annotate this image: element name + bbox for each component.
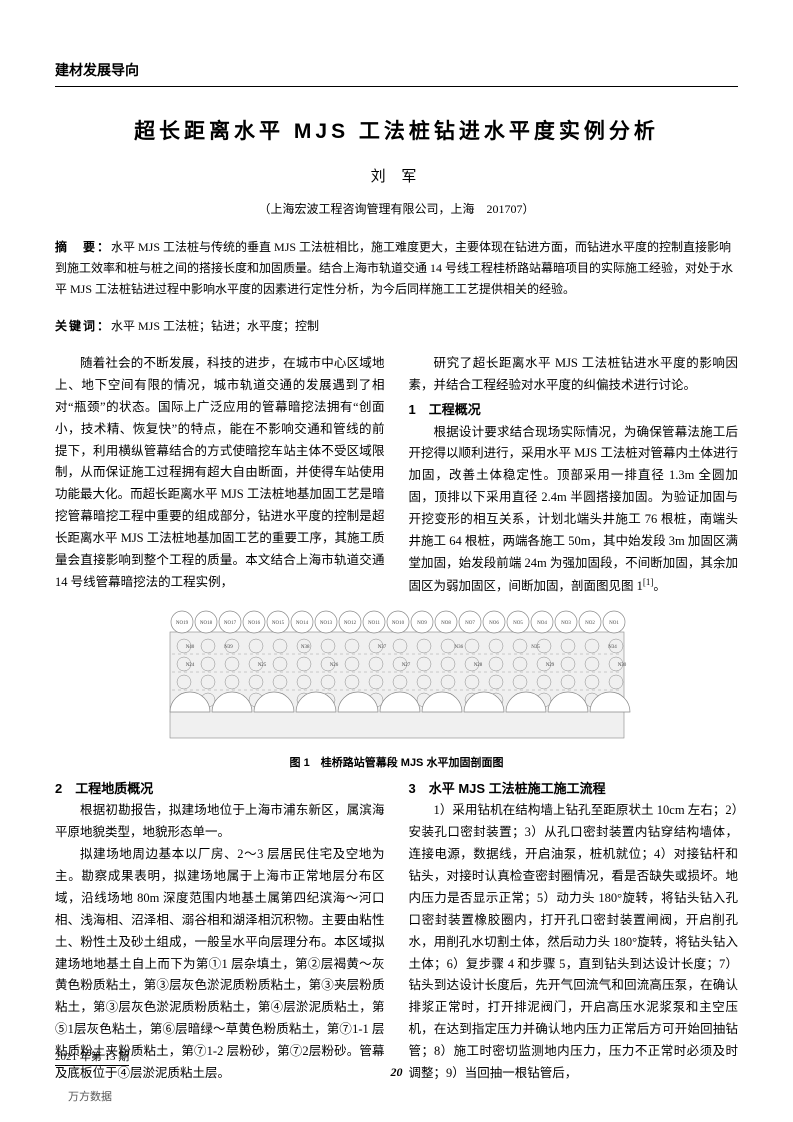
ref-sup: [1] xyxy=(643,577,654,587)
svg-text:NO7: NO7 xyxy=(465,621,475,626)
sec2-title: 2 工程地质概况 xyxy=(55,778,385,801)
svg-text:NO13: NO13 xyxy=(319,621,332,626)
col-right-bottom: 3 水平 MJS 工法桩施工施工流程 1）采用钻机在结构墙上钻孔至距原状土 10… xyxy=(409,776,739,1085)
svg-text:NO1: NO1 xyxy=(609,621,619,626)
svg-text:NO11: NO11 xyxy=(367,621,380,626)
col-left-top: 随着社会的不断发展，科技的进步，在城市中心区域地上、地下空间有限的情况，城市轨道… xyxy=(55,353,385,598)
svg-text:N29: N29 xyxy=(545,663,554,668)
svg-text:N36: N36 xyxy=(454,645,463,650)
svg-text:NO3: NO3 xyxy=(561,621,571,626)
abstract-label: 摘 要： xyxy=(55,240,111,254)
svg-text:NO9: NO9 xyxy=(417,621,427,626)
keywords-text: 水平 MJS 工法桩；钻进；水平度；控制 xyxy=(111,319,319,333)
sec2-p1: 根据初勘报告，拟建场地位于上海市浦东新区，属滨海平原地貌类型，地貌形态单一。 xyxy=(55,800,385,844)
svg-text:NO14: NO14 xyxy=(295,621,308,626)
svg-text:N26: N26 xyxy=(329,663,338,668)
author: 刘 军 xyxy=(55,165,738,186)
svg-text:N25: N25 xyxy=(257,663,266,668)
svg-text:N35: N35 xyxy=(531,645,540,650)
body-columns-bottom: 2 工程地质概况 根据初勘报告，拟建场地位于上海市浦东新区，属滨海平原地貌类型，… xyxy=(55,776,738,1085)
svg-text:NO19: NO19 xyxy=(175,621,188,626)
svg-text:NO17: NO17 xyxy=(223,621,236,626)
journal-header: 建材发展导向 xyxy=(55,60,738,87)
intro-left: 随着社会的不断发展，科技的进步，在城市中心区域地上、地下空间有限的情况，城市轨道… xyxy=(55,353,385,594)
page-number: 20 xyxy=(0,1065,793,1080)
svg-text:NO16: NO16 xyxy=(247,621,260,626)
affiliation: （上海宏波工程咨询管理有限公司，上海 201707） xyxy=(55,200,738,217)
wanfang-watermark: 万方数据 xyxy=(68,1088,112,1104)
svg-text:N28: N28 xyxy=(473,663,482,668)
svg-text:NO5: NO5 xyxy=(513,621,523,626)
svg-text:NO15: NO15 xyxy=(271,621,284,626)
body-columns-top: 随着社会的不断发展，科技的进步，在城市中心区域地上、地下空间有限的情况，城市轨道… xyxy=(55,353,738,598)
abstract-text: 水平 MJS 工法桩与传统的垂直 MJS 工法桩相比，施工难度更大，主要体现在钻… xyxy=(55,240,733,296)
svg-text:N38: N38 xyxy=(300,645,309,650)
svg-text:NO4: NO4 xyxy=(537,621,547,626)
svg-text:NO6: NO6 xyxy=(489,621,499,626)
svg-text:N30: N30 xyxy=(617,663,626,668)
svg-text:NO18: NO18 xyxy=(199,621,212,626)
intro-right: 研究了超长距离水平 MJS 工法桩钻进水平度的影响因素，并结合工程经验对水平度的… xyxy=(409,353,739,397)
svg-text:NO12: NO12 xyxy=(343,621,356,626)
sec3-text: 1）采用钻机在结构墙上钻孔至距原状土 10cm 左右；2）安装孔口密封装置；3）… xyxy=(409,800,739,1084)
sec3-title: 3 水平 MJS 工法桩施工施工流程 xyxy=(409,778,739,801)
figure-1-caption: 图 1 桂桥路站管幕段 MJS 水平加固剖面图 xyxy=(55,754,738,770)
svg-text:N24: N24 xyxy=(185,663,194,668)
svg-text:N37: N37 xyxy=(377,645,386,650)
svg-text:N40: N40 xyxy=(185,645,194,650)
svg-text:NO8: NO8 xyxy=(441,621,451,626)
keywords: 关键词：水平 MJS 工法桩；钻进；水平度；控制 xyxy=(55,316,738,337)
svg-text:NO10: NO10 xyxy=(391,621,404,626)
sec1-text: 根据设计要求结合现场实际情况，为确保管幕法施工后开挖得以顺利进行，采用水平 MJ… xyxy=(409,422,739,598)
figure-1-svg: NO19 NO18 NO17 NO16 NO15 NO14 NO13 NO12 NO11 NO10… xyxy=(162,606,632,746)
abstract: 摘 要：水平 MJS 工法桩与传统的垂直 MJS 工法桩相比，施工难度更大，主要… xyxy=(55,237,738,300)
svg-text:N27: N27 xyxy=(401,663,410,668)
col-left-bottom: 2 工程地质概况 根据初勘报告，拟建场地位于上海市浦东新区，属滨海平原地貌类型，… xyxy=(55,776,385,1085)
svg-text:NO2: NO2 xyxy=(585,621,595,626)
sec1-title: 1 工程概况 xyxy=(409,399,739,422)
paper-title: 超长距离水平 MJS 工法桩钻进水平度实例分析 xyxy=(55,115,738,145)
figure-1: NO19 NO18 NO17 NO16 NO15 NO14 NO13 NO12 NO11 NO10… xyxy=(55,606,738,770)
svg-text:N39: N39 xyxy=(224,645,233,650)
col-right-top: 研究了超长距离水平 MJS 工法桩钻进水平度的影响因素，并结合工程经验对水平度的… xyxy=(409,353,739,598)
svg-text:N34: N34 xyxy=(608,645,617,650)
keywords-label: 关键词： xyxy=(55,319,111,333)
footer-issue: 2021 年第 13 期 xyxy=(55,1048,129,1066)
